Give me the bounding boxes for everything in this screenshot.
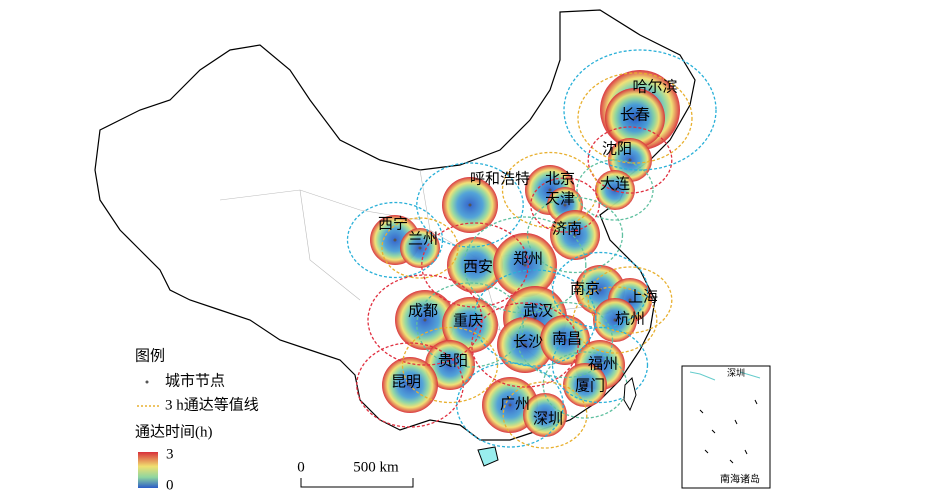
city-label: 天津: [545, 190, 575, 207]
isoline: [551, 326, 649, 404]
city-label: 南昌: [552, 330, 582, 347]
legend-title: 图例: [135, 347, 165, 364]
city-label: 西安: [463, 258, 493, 275]
isoline: [401, 326, 499, 404]
scale-bar: [300, 478, 414, 488]
city-label: 大连: [600, 175, 630, 192]
city-label: 长春: [620, 106, 650, 123]
inset-city: 深圳: [727, 368, 745, 378]
isoline: [572, 286, 658, 354]
city-label: 广州: [500, 395, 530, 412]
city-node: [523, 343, 527, 347]
city-label: 成都: [408, 302, 438, 319]
isoline: [416, 162, 524, 248]
city-label: 杭州: [615, 310, 645, 327]
isoline: [563, 49, 717, 171]
city-node: [418, 246, 422, 250]
isoline: [577, 72, 693, 164]
city-node: [408, 383, 412, 387]
inset-islands: [699, 399, 758, 464]
city-label: 济南: [552, 220, 582, 237]
isoline: [530, 177, 600, 233]
city-label: 长沙: [513, 333, 543, 350]
city-node: [583, 383, 587, 387]
isoline: [502, 381, 588, 449]
city-label: 上海: [628, 288, 658, 305]
isoline: [346, 201, 444, 279]
colorbar-max: 3: [166, 446, 174, 462]
city-node: [633, 116, 637, 120]
colorbar: [138, 452, 158, 488]
inset-frame: [681, 365, 771, 489]
hainan: [477, 446, 499, 467]
city-node: [598, 363, 602, 367]
city-label: 厦门: [575, 377, 605, 394]
inset-coast: [689, 371, 761, 381]
isoline: [471, 302, 579, 388]
city-node: [638, 108, 642, 112]
scale-start: 0: [297, 459, 305, 475]
city-label: 武汉: [523, 302, 553, 319]
city-label: 兰州: [408, 230, 438, 247]
city-label: 郑州: [513, 250, 543, 267]
city-node: [573, 233, 577, 237]
city-node: [468, 323, 472, 327]
isoline: [456, 362, 564, 448]
city-node: [563, 338, 567, 342]
colorbar-min: 0: [166, 477, 174, 493]
inset-label: 南海诸岛: [720, 472, 760, 485]
city-node: [508, 403, 512, 407]
city-node: [523, 263, 527, 267]
city-label: 福州: [588, 355, 618, 372]
scale-end: 500 km: [353, 459, 399, 475]
city-node: [628, 298, 632, 302]
isoline: [587, 126, 673, 194]
city-node: [473, 263, 477, 267]
city-node: [533, 316, 537, 320]
city-label: 南京: [570, 280, 600, 297]
legend-item: 城市节点: [165, 372, 225, 389]
city-node: [543, 413, 547, 417]
city-node: [563, 203, 567, 207]
city-label: 北京: [545, 170, 575, 187]
isoline: [463, 216, 587, 314]
city-node: [613, 318, 617, 322]
isoline: [473, 269, 597, 367]
isoline: [587, 266, 673, 334]
city-label: 沈阳: [602, 140, 632, 157]
city-node: [393, 238, 397, 242]
isoline: [526, 196, 624, 274]
colorbar-title: 通达时间(h): [135, 423, 213, 440]
isoline: [381, 217, 459, 279]
city-node: [448, 363, 452, 367]
city-node: [468, 203, 472, 207]
isoline: [501, 151, 599, 229]
isoline: [516, 301, 614, 379]
legend-point: [145, 380, 149, 384]
city-node: [613, 188, 617, 192]
city-node: [423, 318, 427, 322]
isoline: [421, 222, 529, 308]
isoline: [416, 282, 524, 368]
city-label: 哈尔滨: [632, 78, 677, 95]
taiwan: [623, 377, 637, 412]
city-node: [628, 158, 632, 162]
city-label: 西宁: [378, 215, 408, 232]
legend-item: 3 h通达等值线: [165, 395, 259, 413]
city-label: 深圳: [533, 410, 563, 427]
city-label: 呼和浩特: [470, 170, 530, 187]
city-label: 重庆: [453, 312, 483, 329]
city-node: [598, 288, 602, 292]
isoline: [576, 159, 654, 221]
city-label: 昆明: [391, 373, 421, 390]
city-label: 贵阳: [438, 352, 468, 369]
city-node: [548, 188, 552, 192]
